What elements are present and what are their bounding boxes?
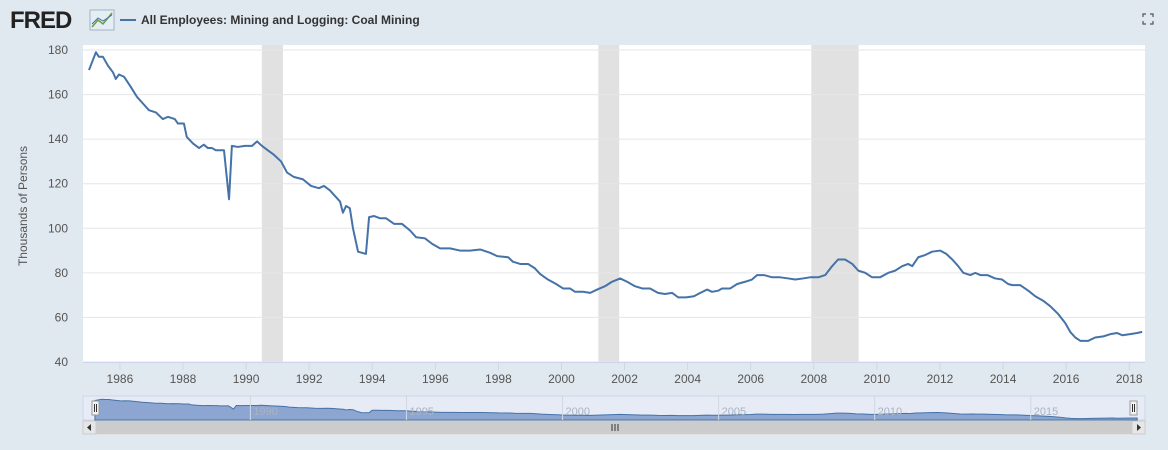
navigator-handle[interactable] (1129, 400, 1138, 416)
x-tick-label: 1986 (107, 372, 134, 386)
x-tick-label: 2016 (1053, 372, 1080, 386)
y-tick-label: 140 (48, 132, 68, 146)
y-tick-label: 100 (48, 221, 68, 235)
navigator-tick-label: 2000 (566, 406, 590, 418)
x-tick-label: 1988 (170, 372, 197, 386)
x-tick-label: 2010 (864, 372, 891, 386)
y-tick-label: 160 (48, 88, 68, 102)
series-line (88, 51, 1143, 342)
navigator-tick-label: 2005 (722, 406, 746, 418)
legend-label: All Employees: Mining and Logging: Coal … (141, 13, 420, 27)
navigator-area (94, 398, 1138, 421)
x-tick-label: 1992 (296, 372, 323, 386)
navigator-tick-label: 1990 (253, 406, 277, 418)
x-tick-label: 2006 (737, 372, 764, 386)
x-tick-label: 2008 (800, 372, 827, 386)
navigator-tick-label: 1995 (409, 406, 433, 418)
navigator-handle[interactable] (91, 400, 100, 416)
y-axis-label: Thousands of Persons (16, 146, 30, 266)
fullscreen-icon[interactable] (1142, 13, 1154, 25)
x-tick-label: 2012 (927, 372, 954, 386)
y-tick-label: 60 (55, 310, 69, 324)
x-tick-label: 2000 (548, 372, 575, 386)
x-tick-label: 1990 (233, 372, 260, 386)
logo-icon (89, 9, 115, 31)
navigator-tick-label: 2015 (1034, 406, 1058, 418)
x-tick-label: 1998 (485, 372, 512, 386)
x-tick-label: 1994 (359, 372, 386, 386)
x-tick-label: 1996 (422, 372, 449, 386)
navigator-handle-grip (94, 404, 97, 412)
recession-band (261, 45, 283, 362)
navigator-tick-label: 2010 (878, 406, 902, 418)
logo: FRED (10, 7, 72, 34)
x-tick-label: 2002 (611, 372, 638, 386)
scrollbar[interactable] (82, 420, 1146, 435)
y-tick-label: 40 (55, 355, 69, 369)
y-tick-label: 180 (48, 43, 68, 57)
x-tick-label: 2018 (1116, 372, 1143, 386)
y-tick-label: 120 (48, 177, 68, 191)
x-tick-label: 2014 (990, 372, 1017, 386)
recession-band (598, 45, 620, 362)
y-tick-label: 80 (55, 266, 69, 280)
x-tick-label: 2004 (674, 372, 701, 386)
recession-band (811, 45, 859, 362)
navigator-handle-grip (1132, 404, 1135, 412)
